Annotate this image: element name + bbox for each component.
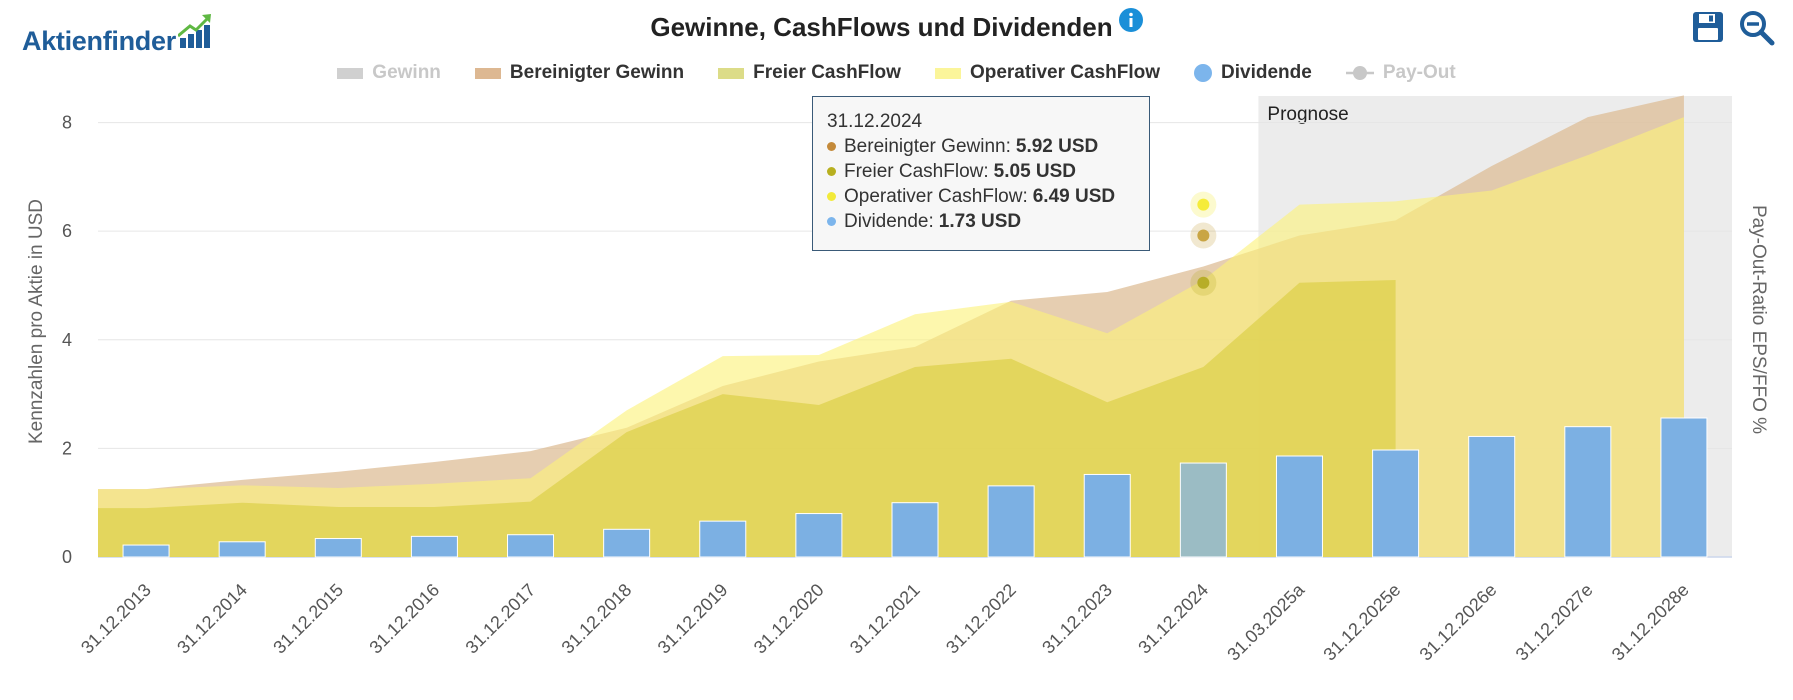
dividend-bar <box>699 520 747 558</box>
tooltip-value: 5.05 USD <box>993 161 1077 182</box>
tooltip-value: 5.92 USD <box>1015 136 1099 157</box>
tooltip-row: Bereinigter Gewinn: 5.92 USD <box>827 134 1135 159</box>
legend-label: Gewinn <box>372 62 441 83</box>
dividend-bar <box>987 485 1035 558</box>
legend-label: Bereinigter Gewinn <box>509 62 685 83</box>
dividend-bar <box>603 528 651 558</box>
dividend-bar <box>410 535 458 558</box>
legend-item-dividende[interactable]: Dividende <box>1194 62 1312 84</box>
legend-symbol-icon <box>337 67 364 79</box>
dividend-bar <box>1083 473 1131 558</box>
y-axis-title: Kennzahlen pro Aktie in USD <box>26 199 47 444</box>
tooltip-row: Freier CashFlow: 5.05 USD <box>827 159 1135 184</box>
legend-label: Operativer CashFlow <box>969 62 1161 83</box>
logo-text: Aktienfinder <box>22 26 176 56</box>
legend-symbol-icon <box>934 67 961 79</box>
x-tick-label: 31.12.2020 <box>750 580 828 658</box>
y-tick-label: 0 <box>62 547 72 567</box>
legend-symbol-icon <box>474 67 501 79</box>
legend-label: Dividende <box>1221 62 1312 83</box>
y-tick-label: 4 <box>62 330 72 350</box>
logo-chart-icon <box>176 12 212 55</box>
x-tick-label: 31.12.2022 <box>942 580 1020 658</box>
tooltip-label: Freier CashFlow: <box>844 161 989 182</box>
dividend-bar <box>891 502 939 558</box>
info-icon[interactable] <box>1118 8 1143 37</box>
x-tick-label: 31.12.2024 <box>1134 580 1212 658</box>
tooltip-row: Operativer CashFlow: 6.49 USD <box>827 184 1135 209</box>
legend-symbol-icon <box>718 67 745 79</box>
dividend-bar <box>1468 435 1516 558</box>
chart-legend: Gewinn Bereinigter Gewinn Freier CashFlow O… <box>0 62 1793 84</box>
dividend-bar <box>795 513 843 558</box>
area-freier-cashflow <box>98 280 1396 557</box>
legend-label: Freier CashFlow <box>753 62 901 83</box>
tooltip-value: 6.49 USD <box>1032 186 1116 207</box>
dividend-bar <box>1372 449 1420 558</box>
dividend-bar <box>1660 417 1708 558</box>
x-tick-label: 31.12.2021 <box>846 580 924 658</box>
x-tick-label: 31.12.2015 <box>269 580 347 658</box>
tooltip-label: Bereinigter Gewinn: <box>844 136 1011 157</box>
legend-symbol-icon <box>1345 64 1374 82</box>
chart-title: Gewinne, CashFlows und Dividenden <box>0 8 1793 43</box>
tooltip-row: Dividende: 1.73 USD <box>827 209 1135 234</box>
chart-toolbar <box>1691 10 1775 51</box>
legend-item-gewinn[interactable]: Gewinn <box>337 62 441 84</box>
x-tick-label: 31.12.2027e <box>1512 580 1597 665</box>
tooltip-dot-icon <box>827 217 836 226</box>
dividend-bar <box>1275 455 1323 558</box>
x-tick-label: 31.12.2026e <box>1416 580 1501 665</box>
tooltip-dot-icon <box>827 167 836 176</box>
legend-item-freier-cashflow[interactable]: Freier CashFlow <box>718 62 901 84</box>
legend-item-operativer-cashflow[interactable]: Operativer CashFlow <box>934 62 1161 84</box>
x-tick-label: 31.12.2025e <box>1319 580 1404 665</box>
tooltip-label: Dividende: <box>844 211 934 232</box>
legend-item-pay-out[interactable]: Pay-Out <box>1345 62 1456 84</box>
x-tick-label: 31.12.2017 <box>462 580 540 658</box>
tooltip-dot-icon <box>827 142 836 151</box>
tooltip-date: 31.12.2024 <box>827 111 923 132</box>
tooltip-label: Operativer CashFlow: <box>844 186 1028 207</box>
chart-tooltip: 31.12.2024 Bereinigter Gewinn: 5.92 USD Fr… <box>812 96 1150 251</box>
dividend-bar <box>314 538 362 558</box>
x-tick-label: 31.12.2014 <box>173 580 251 658</box>
hover-marker <box>1197 198 1210 211</box>
dividend-bar <box>1179 462 1227 558</box>
save-icon[interactable] <box>1691 10 1725 51</box>
forecast-label: Prognose <box>1267 104 1348 125</box>
x-tick-label: 31.03.2025a <box>1223 579 1309 665</box>
aktienfinder-logo[interactable]: Aktienfinder <box>22 12 212 57</box>
x-tick-label: 31.12.2023 <box>1038 580 1116 658</box>
dividend-bar <box>218 541 266 558</box>
dividend-bar <box>1564 426 1612 558</box>
x-tick-label: 31.12.2018 <box>558 580 636 658</box>
x-tick-label: 31.12.2013 <box>77 580 155 658</box>
y-tick-label: 6 <box>62 221 72 241</box>
legend-label: Pay-Out <box>1382 62 1456 83</box>
x-tick-label: 31.12.2028e <box>1608 580 1693 665</box>
hover-marker <box>1197 229 1210 242</box>
x-tick-label: 31.12.2019 <box>654 580 732 658</box>
tooltip-dot-icon <box>827 192 836 201</box>
tooltip-value: 1.73 USD <box>938 211 1022 232</box>
x-tick-label: 31.12.2016 <box>365 580 443 658</box>
zoom-out-icon[interactable] <box>1739 10 1775 51</box>
y-tick-label: 2 <box>62 438 72 458</box>
y-tick-label: 8 <box>62 113 72 133</box>
y2-axis-title: Pay-Out-Ratio EPS/FFO % <box>1748 205 1769 434</box>
dividend-bar <box>507 534 555 558</box>
chart-title-text: Gewinne, CashFlows und Dividenden <box>650 12 1113 42</box>
dividend-bar <box>122 544 170 558</box>
legend-symbol-icon <box>1194 64 1213 82</box>
legend-item-bereinigter-gewinn[interactable]: Bereinigter Gewinn <box>474 62 685 84</box>
hover-marker <box>1197 276 1210 289</box>
